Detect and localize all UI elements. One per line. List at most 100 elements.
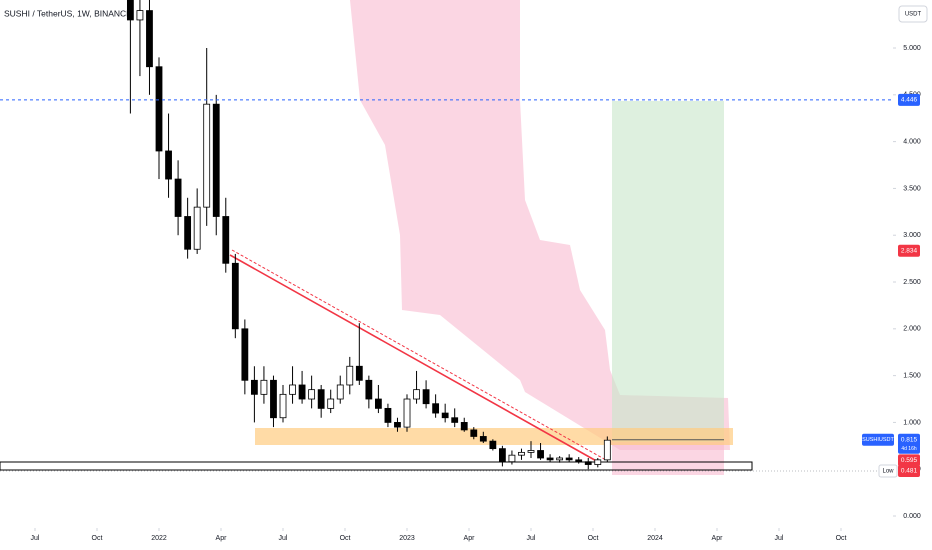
x-tick-label: 2023 (399, 535, 415, 542)
candle-body (575, 459, 583, 463)
target-tag-label: 4.446 (901, 97, 918, 104)
candle-body (355, 365, 363, 381)
profit-zone (612, 101, 724, 442)
price-tag-label: 0.595 (901, 457, 918, 464)
trend-line-dashed (231, 249, 607, 461)
y-tick-label: 2.500 (903, 279, 921, 286)
candle-body (165, 150, 172, 180)
candle-body (584, 461, 592, 465)
countdown: 4d 16h (901, 446, 917, 452)
candle-body (594, 459, 602, 465)
price-tag (898, 433, 920, 454)
drawings (0, 0, 893, 475)
candle-body (327, 398, 335, 409)
x-tick-label: Oct (588, 535, 599, 542)
trend-line (229, 254, 601, 464)
x-tick-label: Apr (216, 535, 228, 542)
symbol-label: SUSHIUSDT (862, 437, 894, 443)
x-tick-label: Jul (527, 535, 536, 542)
candle-body (546, 457, 554, 461)
x-tick-label: Apr (712, 535, 724, 542)
chart-title: SUSHI / TetherUS, 1W, BINANCE (4, 8, 132, 18)
candle-body (260, 379, 268, 395)
x-tick-label: 2024 (647, 535, 663, 542)
y-tick-label: 3.000 (903, 232, 921, 239)
candle-body (270, 379, 277, 419)
price-tag (898, 244, 920, 257)
candle-body (451, 417, 459, 423)
candle-body (479, 436, 487, 442)
price-tag-label: 2.834 (901, 247, 918, 254)
candle-body (146, 10, 153, 68)
candle-body (279, 393, 287, 419)
price-tag (898, 464, 920, 477)
candle-body (289, 384, 296, 395)
cloud (350, 0, 730, 450)
candle-body (336, 384, 344, 400)
x-tick-label: Apr (464, 535, 476, 542)
candle-body (394, 422, 401, 428)
candle-body (432, 403, 440, 414)
price-tag-label: 0.815 (901, 436, 918, 443)
y-tick-label: 3.500 (903, 185, 921, 192)
x-tick-label: Jul (775, 535, 784, 542)
candle-body (518, 451, 525, 456)
x-tick-label: Jul (31, 535, 40, 542)
candle-body (231, 262, 239, 330)
range-box (0, 461, 753, 471)
candle-body (298, 384, 306, 400)
candle-body (565, 457, 573, 461)
y-tick-label: 0.000 (903, 513, 921, 520)
candle-body (250, 379, 258, 395)
currency: USDT (905, 12, 922, 18)
candle-body (498, 448, 506, 463)
candle-body (413, 389, 420, 400)
x-tick-label: Oct (92, 535, 103, 542)
candle-body (422, 389, 430, 405)
candle-body (556, 457, 564, 461)
candle-body (346, 365, 354, 386)
candle-body (374, 398, 382, 409)
candle-body (460, 422, 468, 431)
candle-body (308, 389, 316, 400)
candle-body (470, 429, 478, 437)
candle-body (222, 216, 230, 264)
candle-body (155, 66, 163, 152)
x-tick-label: Oct (836, 535, 847, 542)
candle-body (537, 450, 544, 459)
candle-body (527, 450, 535, 453)
candle-body (508, 454, 516, 463)
support-zone (255, 428, 733, 445)
y-tick-label: 1.500 (903, 372, 921, 379)
target-tag (898, 93, 920, 106)
price-tag-label: 0.481 (901, 468, 918, 475)
candle-body (203, 103, 211, 208)
candle-body (184, 216, 192, 250)
candle-body (212, 103, 220, 217)
symbol-tag (862, 433, 894, 446)
candle-body (489, 440, 497, 450)
candle-body (384, 407, 392, 423)
x-tick-label: 2022 (151, 535, 167, 542)
y-tick-label: 4.000 (903, 138, 921, 145)
candle-body (365, 379, 373, 400)
candle-body (603, 439, 611, 461)
candle-body (136, 10, 144, 21)
y-tick-label: 1.000 (903, 419, 921, 426)
candle-body (126, 0, 134, 21)
candle-body (403, 398, 411, 428)
y-tick-label: 2.000 (903, 326, 921, 333)
price-tag (898, 454, 920, 467)
x-tick-label: Oct (340, 535, 351, 542)
candle-body (241, 328, 249, 381)
candle-body (193, 206, 201, 250)
low-label: Low (882, 469, 894, 475)
currency-box (898, 5, 928, 23)
x-tick-label: Jul (279, 535, 288, 542)
candle-body (317, 389, 325, 409)
candle-body (441, 412, 449, 419)
low-tag (878, 464, 898, 478)
y-tick-label: 5.000 (903, 45, 921, 52)
candle-body (174, 178, 182, 217)
